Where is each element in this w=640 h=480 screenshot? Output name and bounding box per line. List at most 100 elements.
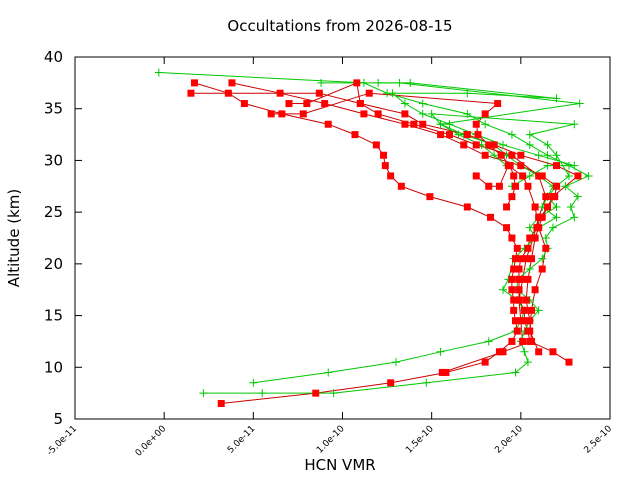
data-point-square bbox=[542, 244, 550, 252]
data-point-cross bbox=[543, 161, 552, 170]
data-point-square bbox=[324, 120, 332, 128]
data-point-square bbox=[508, 234, 516, 242]
data-point-square bbox=[472, 141, 480, 149]
data-point-square bbox=[276, 89, 284, 97]
y-tick-label: 25 bbox=[44, 203, 63, 221]
data-point-square bbox=[511, 317, 519, 325]
data-point-square bbox=[299, 110, 307, 118]
data-point-square bbox=[387, 379, 395, 387]
data-point-square bbox=[481, 358, 489, 366]
data-point-square bbox=[495, 182, 503, 190]
data-point-square bbox=[553, 182, 560, 190]
data-point-cross bbox=[484, 337, 493, 346]
data-point-square bbox=[508, 151, 516, 159]
data-point-square bbox=[511, 255, 519, 263]
data-point-square bbox=[544, 203, 552, 211]
data-point-square bbox=[535, 224, 543, 232]
data-point-square bbox=[485, 182, 493, 190]
data-point-square bbox=[565, 358, 573, 366]
data-point-square bbox=[285, 100, 293, 108]
data-point-cross bbox=[490, 151, 499, 160]
data-point-square bbox=[487, 213, 495, 221]
data-point-square bbox=[531, 286, 539, 294]
data-point-square bbox=[472, 120, 480, 128]
data-point-square bbox=[513, 327, 521, 335]
x-axis-label: HCN VMR bbox=[304, 456, 375, 474]
data-point-square bbox=[535, 172, 543, 180]
data-point-square bbox=[224, 89, 232, 97]
data-point-square bbox=[522, 255, 530, 263]
data-point-square bbox=[356, 100, 364, 108]
data-point-cross bbox=[525, 265, 534, 274]
data-point-square bbox=[524, 244, 532, 252]
data-point-cross bbox=[507, 130, 516, 139]
data-point-square bbox=[526, 234, 534, 242]
data-point-square bbox=[380, 151, 388, 159]
data-point-cross bbox=[388, 89, 397, 98]
data-point-square bbox=[510, 296, 518, 304]
data-point-square bbox=[526, 327, 534, 335]
y-tick-label: 5 bbox=[53, 410, 63, 428]
data-point-square bbox=[463, 203, 471, 211]
data-point-square bbox=[278, 110, 286, 118]
data-point-cross bbox=[541, 234, 550, 242]
data-point-cross bbox=[418, 109, 427, 118]
data-point-square bbox=[510, 265, 518, 273]
data-point-square bbox=[437, 131, 445, 139]
data-point-square bbox=[460, 141, 468, 149]
data-point-square bbox=[519, 172, 527, 180]
data-point-cross bbox=[418, 99, 427, 108]
data-point-square bbox=[499, 348, 507, 356]
data-point-square bbox=[510, 172, 518, 180]
y-tick-label: 20 bbox=[44, 255, 63, 273]
data-point-cross bbox=[525, 171, 534, 180]
data-point-cross bbox=[525, 223, 534, 232]
data-point-square bbox=[481, 151, 489, 159]
y-axis-label: Altitude (km) bbox=[5, 189, 23, 287]
data-point-square bbox=[515, 275, 523, 283]
data-point-square bbox=[520, 306, 528, 314]
data-point-square bbox=[535, 348, 543, 356]
data-point-square bbox=[520, 317, 528, 325]
data-point-square bbox=[426, 193, 434, 201]
data-point-cross bbox=[454, 130, 463, 139]
data-point-square bbox=[535, 213, 543, 221]
data-point-cross bbox=[392, 358, 400, 367]
data-point-square bbox=[515, 265, 523, 273]
data-point-square bbox=[446, 131, 453, 139]
data-point-square bbox=[517, 151, 525, 159]
data-point-cross bbox=[552, 94, 561, 103]
data-point-square bbox=[410, 120, 418, 128]
data-point-square bbox=[228, 79, 236, 87]
data-point-square bbox=[524, 275, 532, 283]
data-point-square bbox=[508, 193, 516, 201]
data-point-square bbox=[217, 399, 225, 407]
data-point-square bbox=[365, 89, 373, 97]
data-point-cross bbox=[520, 347, 529, 356]
data-point-cross bbox=[324, 368, 333, 377]
series-line-10 bbox=[430, 113, 575, 229]
data-point-square bbox=[494, 100, 502, 108]
data-point-cross bbox=[436, 347, 445, 356]
y-tick-label: 15 bbox=[44, 307, 63, 325]
series-line-1 bbox=[231, 82, 570, 363]
series-layer bbox=[154, 68, 593, 407]
data-point-cross bbox=[570, 161, 579, 170]
data-point-square bbox=[526, 317, 534, 325]
data-point-square bbox=[542, 193, 550, 201]
data-point-cross bbox=[199, 389, 208, 398]
data-point-cross bbox=[359, 78, 368, 87]
data-point-square bbox=[495, 348, 503, 356]
data-point-square bbox=[401, 120, 409, 128]
data-point-cross bbox=[463, 109, 472, 118]
data-point-square bbox=[315, 89, 323, 97]
data-point-square bbox=[190, 79, 198, 87]
data-point-square bbox=[472, 172, 480, 180]
data-point-square bbox=[240, 100, 248, 108]
data-point-cross bbox=[445, 120, 454, 129]
data-point-square bbox=[517, 317, 525, 325]
data-point-cross bbox=[525, 130, 534, 139]
data-point-square bbox=[529, 234, 537, 242]
